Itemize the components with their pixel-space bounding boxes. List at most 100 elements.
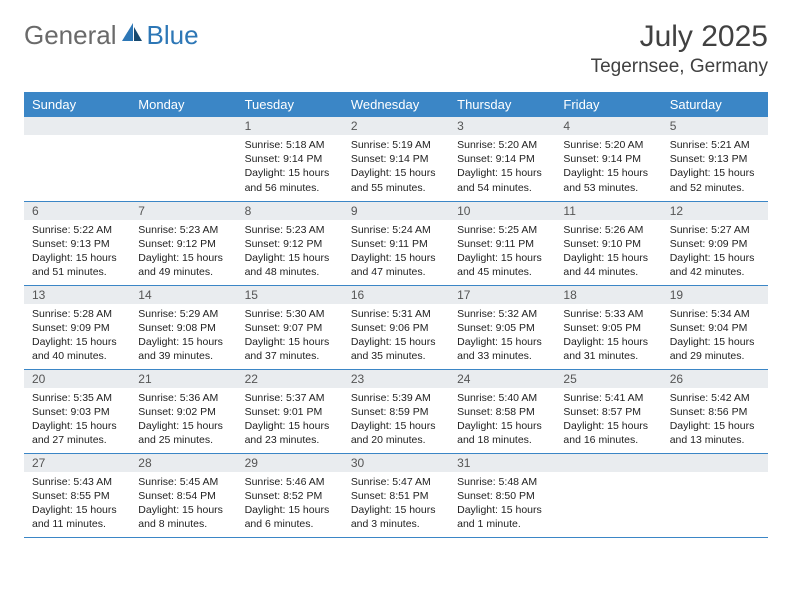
calendar-row: 13Sunrise: 5:28 AMSunset: 9:09 PMDayligh… (24, 285, 768, 369)
sunset-line: Sunset: 8:58 PM (457, 405, 547, 419)
empty-day-bar (24, 117, 130, 135)
daylight-line: Daylight: 15 hours and 18 minutes. (457, 419, 547, 447)
day-number: 9 (343, 202, 449, 220)
day-number: 21 (130, 370, 236, 388)
sunrise-line: Sunrise: 5:19 AM (351, 138, 441, 152)
day-details: Sunrise: 5:45 AMSunset: 8:54 PMDaylight:… (130, 472, 236, 536)
daylight-line: Daylight: 15 hours and 33 minutes. (457, 335, 547, 363)
day-number: 2 (343, 117, 449, 135)
calendar-cell: 6Sunrise: 5:22 AMSunset: 9:13 PMDaylight… (24, 201, 130, 285)
day-details: Sunrise: 5:28 AMSunset: 9:09 PMDaylight:… (24, 304, 130, 368)
day-number: 17 (449, 286, 555, 304)
daylight-line: Daylight: 15 hours and 20 minutes. (351, 419, 441, 447)
calendar-cell: 11Sunrise: 5:26 AMSunset: 9:10 PMDayligh… (555, 201, 661, 285)
day-number: 15 (237, 286, 343, 304)
day-details: Sunrise: 5:23 AMSunset: 9:12 PMDaylight:… (237, 220, 343, 284)
sunset-line: Sunset: 9:10 PM (563, 237, 653, 251)
sail-icon (119, 21, 145, 50)
sunset-line: Sunset: 8:52 PM (245, 489, 335, 503)
daylight-line: Daylight: 15 hours and 3 minutes. (351, 503, 441, 531)
calendar-cell: 1Sunrise: 5:18 AMSunset: 9:14 PMDaylight… (237, 117, 343, 201)
daylight-line: Daylight: 15 hours and 16 minutes. (563, 419, 653, 447)
sunset-line: Sunset: 8:59 PM (351, 405, 441, 419)
day-details: Sunrise: 5:39 AMSunset: 8:59 PMDaylight:… (343, 388, 449, 452)
daylight-line: Daylight: 15 hours and 35 minutes. (351, 335, 441, 363)
daylight-line: Daylight: 15 hours and 8 minutes. (138, 503, 228, 531)
sunset-line: Sunset: 9:03 PM (32, 405, 122, 419)
daylight-line: Daylight: 15 hours and 55 minutes. (351, 166, 441, 194)
sunset-line: Sunset: 9:07 PM (245, 321, 335, 335)
sunrise-line: Sunrise: 5:40 AM (457, 391, 547, 405)
calendar-cell: 21Sunrise: 5:36 AMSunset: 9:02 PMDayligh… (130, 369, 236, 453)
calendar-body: 1Sunrise: 5:18 AMSunset: 9:14 PMDaylight… (24, 117, 768, 537)
day-number: 23 (343, 370, 449, 388)
sunrise-line: Sunrise: 5:42 AM (670, 391, 760, 405)
sunset-line: Sunset: 9:14 PM (245, 152, 335, 166)
day-details: Sunrise: 5:34 AMSunset: 9:04 PMDaylight:… (662, 304, 768, 368)
daylight-line: Daylight: 15 hours and 25 minutes. (138, 419, 228, 447)
sunrise-line: Sunrise: 5:36 AM (138, 391, 228, 405)
daylight-line: Daylight: 15 hours and 47 minutes. (351, 251, 441, 279)
day-details: Sunrise: 5:20 AMSunset: 9:14 PMDaylight:… (555, 135, 661, 199)
calendar-cell: 20Sunrise: 5:35 AMSunset: 9:03 PMDayligh… (24, 369, 130, 453)
sunset-line: Sunset: 8:57 PM (563, 405, 653, 419)
sunset-line: Sunset: 9:13 PM (32, 237, 122, 251)
weekday-header: Wednesday (343, 92, 449, 117)
sunset-line: Sunset: 9:14 PM (351, 152, 441, 166)
daylight-line: Daylight: 15 hours and 13 minutes. (670, 419, 760, 447)
calendar-table: SundayMondayTuesdayWednesdayThursdayFrid… (24, 92, 768, 538)
calendar-row: 1Sunrise: 5:18 AMSunset: 9:14 PMDaylight… (24, 117, 768, 201)
daylight-line: Daylight: 15 hours and 49 minutes. (138, 251, 228, 279)
day-details: Sunrise: 5:32 AMSunset: 9:05 PMDaylight:… (449, 304, 555, 368)
sunset-line: Sunset: 9:05 PM (563, 321, 653, 335)
calendar-cell: 24Sunrise: 5:40 AMSunset: 8:58 PMDayligh… (449, 369, 555, 453)
logo-text-general: General (24, 20, 117, 51)
day-number: 29 (237, 454, 343, 472)
calendar-cell: 26Sunrise: 5:42 AMSunset: 8:56 PMDayligh… (662, 369, 768, 453)
calendar-cell: 27Sunrise: 5:43 AMSunset: 8:55 PMDayligh… (24, 453, 130, 537)
sunset-line: Sunset: 9:12 PM (245, 237, 335, 251)
day-details: Sunrise: 5:40 AMSunset: 8:58 PMDaylight:… (449, 388, 555, 452)
calendar-cell: 17Sunrise: 5:32 AMSunset: 9:05 PMDayligh… (449, 285, 555, 369)
empty-day-bar (555, 454, 661, 472)
sunset-line: Sunset: 8:55 PM (32, 489, 122, 503)
sunrise-line: Sunrise: 5:39 AM (351, 391, 441, 405)
day-number: 3 (449, 117, 555, 135)
day-number: 22 (237, 370, 343, 388)
calendar-cell: 23Sunrise: 5:39 AMSunset: 8:59 PMDayligh… (343, 369, 449, 453)
sunset-line: Sunset: 8:51 PM (351, 489, 441, 503)
sunrise-line: Sunrise: 5:34 AM (670, 307, 760, 321)
day-details: Sunrise: 5:48 AMSunset: 8:50 PMDaylight:… (449, 472, 555, 536)
day-number: 6 (24, 202, 130, 220)
day-number: 13 (24, 286, 130, 304)
day-number: 5 (662, 117, 768, 135)
sunrise-line: Sunrise: 5:20 AM (563, 138, 653, 152)
daylight-line: Daylight: 15 hours and 56 minutes. (245, 166, 335, 194)
sunrise-line: Sunrise: 5:35 AM (32, 391, 122, 405)
sunrise-line: Sunrise: 5:18 AM (245, 138, 335, 152)
location: Tegernsee, Germany (591, 56, 768, 78)
calendar-cell: 25Sunrise: 5:41 AMSunset: 8:57 PMDayligh… (555, 369, 661, 453)
calendar-cell: 15Sunrise: 5:30 AMSunset: 9:07 PMDayligh… (237, 285, 343, 369)
calendar-cell: 3Sunrise: 5:20 AMSunset: 9:14 PMDaylight… (449, 117, 555, 201)
calendar-cell: 5Sunrise: 5:21 AMSunset: 9:13 PMDaylight… (662, 117, 768, 201)
daylight-line: Daylight: 15 hours and 53 minutes. (563, 166, 653, 194)
day-number: 28 (130, 454, 236, 472)
day-number: 19 (662, 286, 768, 304)
sunrise-line: Sunrise: 5:41 AM (563, 391, 653, 405)
sunset-line: Sunset: 8:56 PM (670, 405, 760, 419)
calendar-cell: 10Sunrise: 5:25 AMSunset: 9:11 PMDayligh… (449, 201, 555, 285)
calendar-cell: 28Sunrise: 5:45 AMSunset: 8:54 PMDayligh… (130, 453, 236, 537)
sunrise-line: Sunrise: 5:32 AM (457, 307, 547, 321)
weekday-header: Sunday (24, 92, 130, 117)
day-details: Sunrise: 5:41 AMSunset: 8:57 PMDaylight:… (555, 388, 661, 452)
day-details: Sunrise: 5:21 AMSunset: 9:13 PMDaylight:… (662, 135, 768, 199)
day-details: Sunrise: 5:19 AMSunset: 9:14 PMDaylight:… (343, 135, 449, 199)
sunrise-line: Sunrise: 5:33 AM (563, 307, 653, 321)
sunrise-line: Sunrise: 5:23 AM (245, 223, 335, 237)
daylight-line: Daylight: 15 hours and 39 minutes. (138, 335, 228, 363)
day-details: Sunrise: 5:42 AMSunset: 8:56 PMDaylight:… (662, 388, 768, 452)
day-details: Sunrise: 5:22 AMSunset: 9:13 PMDaylight:… (24, 220, 130, 284)
daylight-line: Daylight: 15 hours and 29 minutes. (670, 335, 760, 363)
sunrise-line: Sunrise: 5:45 AM (138, 475, 228, 489)
